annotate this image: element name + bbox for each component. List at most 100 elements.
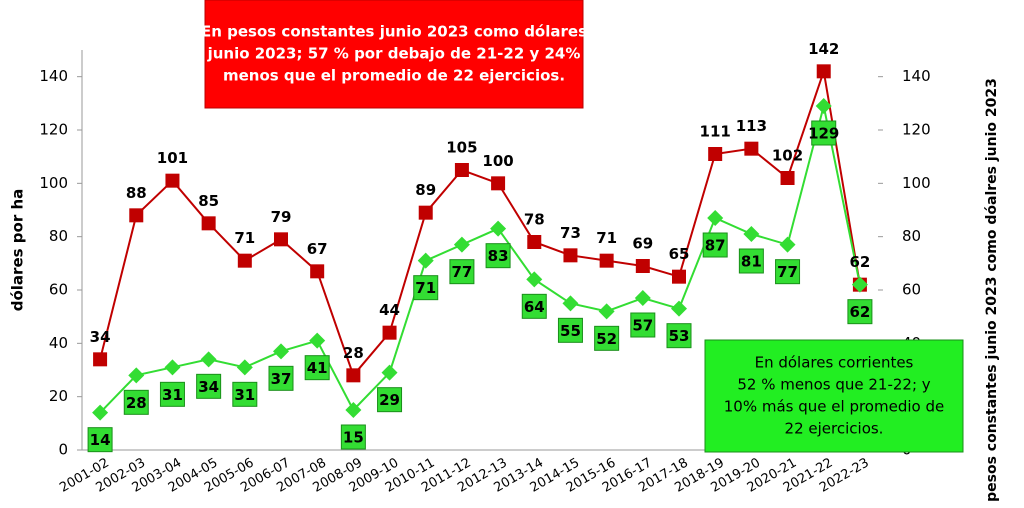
y2-tick-label: 100: [902, 174, 931, 192]
data-label: 87: [705, 237, 726, 255]
label-box: [630, 312, 656, 338]
data-label: 129: [808, 125, 839, 143]
marker: [563, 248, 578, 263]
marker: [851, 276, 868, 293]
data-label: 78: [524, 211, 545, 229]
marker: [93, 352, 108, 367]
marker: [527, 235, 542, 249]
y-tick-label: 0: [58, 441, 68, 459]
y-tick-label: 40: [49, 334, 68, 352]
marker: [671, 300, 687, 317]
data-label: 71: [234, 229, 255, 247]
data-label: 65: [669, 245, 690, 263]
data-label: 53: [669, 327, 690, 345]
marker: [707, 210, 724, 226]
label-box: [196, 373, 222, 399]
marker: [453, 236, 470, 253]
data-label: 102: [772, 147, 803, 165]
data-label: 62: [849, 253, 870, 271]
data-label: 73: [560, 224, 581, 242]
label-box: [232, 381, 258, 407]
data-label: 85: [198, 192, 219, 210]
data-label: 100: [482, 152, 513, 170]
y2-axis-label: pesos constantes junio 2023 como dóalres…: [984, 78, 1000, 502]
data-label: 67: [307, 240, 328, 258]
marker: [526, 271, 543, 288]
data-label: 34: [90, 328, 111, 346]
data-label: 41: [307, 359, 328, 377]
marker: [598, 303, 615, 320]
data-label: 31: [162, 386, 183, 404]
marker: [345, 402, 362, 418]
y2-tick-label: 120: [902, 121, 931, 139]
data-label: 71: [596, 229, 617, 247]
marker: [779, 236, 796, 253]
annotation-text: En dólares corrientes: [755, 354, 914, 372]
data-label: 113: [736, 117, 767, 135]
label-box: [521, 293, 547, 319]
marker: [309, 332, 326, 349]
data-label: 55: [560, 322, 581, 340]
data-label: 44: [379, 301, 400, 319]
label-box: [304, 355, 330, 381]
data-label: 105: [446, 139, 477, 157]
marker: [346, 368, 361, 383]
marker: [490, 220, 507, 237]
data-label: 101: [157, 149, 188, 167]
marker: [454, 163, 469, 177]
label-box: [268, 365, 294, 391]
data-label: 69: [632, 235, 653, 253]
label-box: [594, 325, 620, 351]
marker: [562, 295, 579, 312]
marker: [92, 404, 109, 421]
data-label: 28: [126, 394, 147, 412]
label-box: [847, 299, 873, 325]
annotation-text: 10% más que el promedio de: [724, 398, 944, 416]
marker: [164, 359, 181, 376]
y2-tick-label: 60: [902, 281, 921, 299]
data-label: 28: [343, 344, 364, 362]
annotation-box: [704, 339, 964, 453]
data-label: 81: [741, 253, 762, 271]
marker: [237, 253, 252, 268]
label-box: [738, 248, 764, 274]
label-box: [666, 323, 692, 349]
marker: [634, 290, 651, 306]
label-box: [377, 387, 403, 413]
annotation-box: [204, 0, 584, 109]
data-label: 52: [596, 330, 617, 348]
annotation-text: 22 ejercicios.: [785, 420, 884, 438]
marker: [599, 253, 614, 268]
series-line: [99, 71, 861, 378]
y-tick-label: 100: [39, 174, 68, 192]
marker: [418, 205, 433, 220]
annotation-text: En pesos constantes junio 2023 como dóla…: [201, 23, 587, 41]
marker: [417, 252, 434, 269]
marker: [201, 216, 216, 231]
data-label: 79: [271, 208, 292, 226]
label-box: [449, 259, 475, 285]
marker: [672, 269, 686, 284]
y2-tick-label: 140: [902, 67, 931, 85]
y-tick-label: 20: [49, 387, 68, 405]
label-box: [340, 424, 366, 450]
label-box: [702, 232, 728, 258]
annotation-text: junio 2023; 57 % por debajo de 21-22 y 2…: [207, 45, 581, 63]
data-label: 111: [700, 123, 731, 141]
data-label: 31: [234, 386, 255, 404]
data-label: 14: [90, 431, 111, 449]
data-label: 62: [849, 303, 870, 321]
label-box: [557, 317, 583, 343]
data-label: 57: [632, 317, 653, 335]
data-label: 88: [126, 184, 147, 202]
annotation-text: 52 % menos que 21-22; y: [737, 376, 930, 394]
marker: [310, 264, 325, 279]
marker: [129, 208, 144, 223]
marker: [236, 359, 253, 376]
data-label: 142: [808, 40, 839, 58]
data-label: 34: [198, 378, 219, 396]
data-label: 83: [488, 247, 509, 265]
marker: [381, 364, 398, 381]
marker: [815, 98, 832, 114]
